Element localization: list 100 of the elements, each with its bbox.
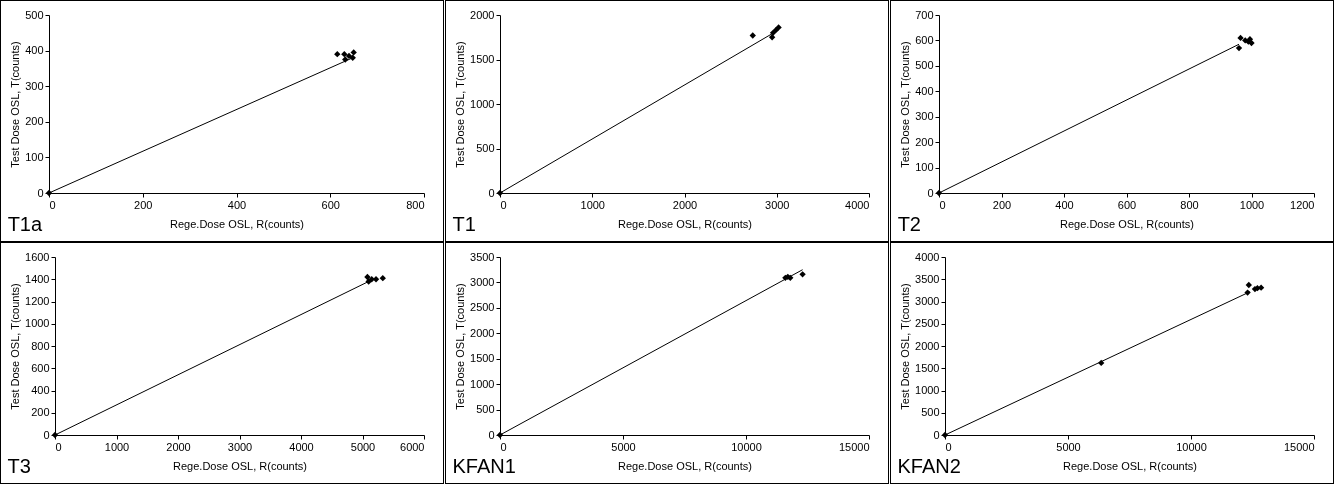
point (1235, 44, 1243, 52)
y-tick-label: 1600 (25, 250, 50, 263)
y-tick-label: 400 (25, 44, 44, 57)
x-axis-title: Rege.Dose OSL, R(counts) (173, 459, 307, 472)
x-tick-label: 2000 (166, 440, 191, 453)
point (341, 51, 348, 58)
text: T3 (7, 455, 31, 477)
x-axis-title: Rege.Dose OSL, R(counts) (170, 217, 304, 230)
y-axis-title: Test Dose OSL, T(counts) (9, 41, 22, 168)
y-tick-label: 3000 (915, 295, 940, 307)
y-axis-title: Test Dose OSL, T(counts) (454, 283, 467, 410)
y-tick-label: 500 (476, 142, 495, 154)
x-tick-label: 600 (1117, 198, 1137, 211)
x-tick-label: 10000 (1176, 440, 1207, 453)
y-tick-label: 2500 (470, 301, 495, 314)
x-axis-title: Rege.Dose OSL, R(counts) (618, 459, 752, 472)
x-axis-title: Rege.Dose OSL, R(counts) (1063, 459, 1197, 472)
y-tick-label: 500 (921, 406, 940, 419)
x-tick-label: 1000 (104, 440, 130, 453)
x-tick-label: 600 (321, 198, 340, 211)
point (350, 49, 357, 56)
y-tick-label: 100 (25, 150, 44, 163)
y-tick-label: 600 (31, 361, 50, 374)
x-tick-label: 6000 (400, 440, 425, 453)
y-tick-label: 0 (488, 186, 495, 199)
y-tick-label: 0 (927, 186, 934, 199)
y-tick-label: 3500 (470, 250, 495, 263)
x-tick-label: 1000 (580, 198, 605, 211)
x-axis-title: Rege.Dose OSL, R(counts) (618, 217, 752, 230)
x-tick-label: 0 (55, 440, 62, 453)
point (768, 34, 776, 41)
point (372, 276, 380, 283)
y-axis-title: Test Dose OSL, T(counts) (454, 41, 467, 168)
x-tick-label: 0 (945, 440, 952, 453)
y-tick-label: 200 (25, 115, 44, 128)
x-tick-label: 15000 (838, 440, 870, 453)
y-tick-label: 0 (933, 428, 940, 441)
x-tick-label: 3000 (227, 440, 253, 453)
y-tick-label: 0 (37, 186, 44, 199)
y-axis-title: Test Dose OSL, T(counts) (899, 283, 912, 410)
y-tick-label: 1000 (470, 377, 495, 390)
x-tick-label: 0 (500, 440, 507, 453)
x-tick-label: 10000 (731, 440, 762, 453)
y-tick-label: 2000 (915, 339, 940, 352)
text: KFAN1 (452, 455, 516, 477)
point (749, 32, 756, 39)
y-tick-label: 3500 (915, 272, 940, 285)
text: T2 (897, 213, 921, 235)
point (379, 274, 386, 282)
y-tick-label: 700 (915, 8, 934, 21)
y-tick-label: 300 (915, 110, 934, 123)
y-tick-label: 0 (43, 428, 50, 441)
x-tick-label: 5000 (611, 440, 636, 453)
x-tick-label: 800 (406, 198, 425, 211)
y-tick-label: 600 (915, 33, 934, 46)
x-tick-label: 4000 (845, 198, 870, 211)
x-tick-label: 1200 (1290, 198, 1315, 211)
y-tick-label: 1000 (470, 97, 495, 110)
point (345, 52, 353, 60)
y-tick-label: 2000 (470, 326, 495, 339)
x-axis-title: Rege.Dose OSL, R(counts) (1060, 217, 1194, 230)
x-tick-label: 200 (992, 198, 1012, 211)
y-tick-label: 1000 (915, 384, 940, 396)
y-tick-label: 400 (915, 84, 934, 97)
y-tick-label: 1500 (470, 352, 495, 365)
y-tick-label: 1400 (25, 272, 50, 285)
y-tick-label: 500 (915, 59, 934, 72)
text: T1a (7, 213, 43, 235)
y-tick-label: 1000 (25, 317, 50, 330)
y-axis-title: Test Dose OSL, T(counts) (9, 283, 22, 410)
point (1237, 34, 1244, 42)
y-tick-label: 1500 (470, 53, 495, 65)
y-tick-label: 3000 (470, 275, 495, 288)
x-tick-label: 4000 (289, 440, 314, 453)
y-tick-label: 200 (915, 135, 934, 148)
x-tick-label: 2000 (672, 198, 698, 211)
x-tick-label: 800 (1180, 198, 1199, 211)
text: T1 (452, 213, 476, 235)
x-tick-label: 15000 (1283, 440, 1315, 453)
y-tick-label: 400 (31, 384, 50, 396)
y-tick-label: 200 (31, 406, 50, 419)
x-tick-label: 400 (227, 198, 247, 211)
x-tick-label: 5000 (1056, 440, 1081, 453)
x-tick-label: 400 (1055, 198, 1074, 211)
x-tick-label: 3000 (765, 198, 790, 211)
y-tick-label: 2000 (470, 8, 495, 21)
y-tick-label: 1500 (915, 361, 940, 374)
x-tick-label: 1000 (1239, 198, 1265, 211)
y-tick-label: 2500 (915, 317, 940, 330)
x-tick-label: 200 (134, 198, 153, 211)
y-tick-label: 4000 (915, 250, 940, 263)
y-axis-title: Test Dose OSL, T(counts) (899, 41, 912, 168)
y-tick-label: 300 (25, 79, 44, 92)
y-tick-label: 0 (488, 428, 495, 441)
point (334, 51, 341, 58)
y-tick-label: 100 (915, 161, 934, 174)
x-tick-label: 5000 (350, 440, 376, 453)
text: KFAN2 (897, 455, 961, 477)
x-tick-label: 0 (500, 198, 507, 211)
y-tick-label: 800 (31, 339, 50, 352)
